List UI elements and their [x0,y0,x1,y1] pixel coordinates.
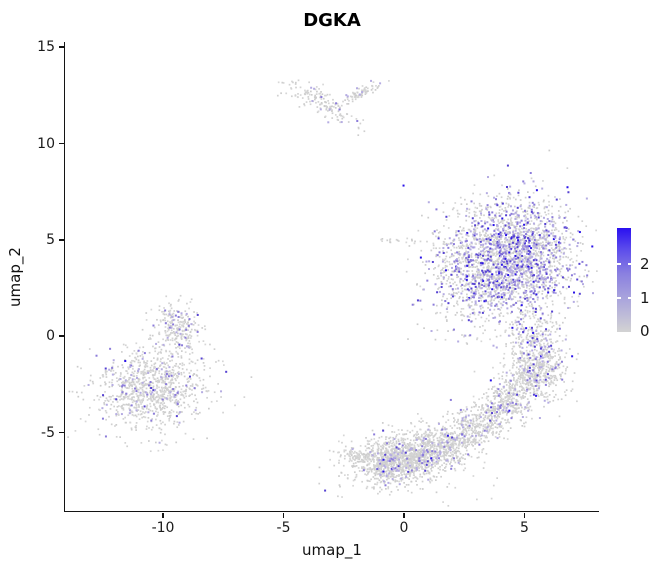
x-axis-line [63,510,599,513]
y-tick-label: -5 [41,424,55,441]
colorbar-label: 0 [640,322,650,340]
colorbar-label: 2 [640,255,650,273]
y-tick-mark [58,431,64,434]
y-tick-label: 5 [46,232,55,248]
y-tick-label: 15 [37,39,55,55]
x-tick-mark [403,512,405,518]
x-tick-label: 5 [520,520,529,536]
colorbar-label: 1 [640,289,650,307]
x-tick-label: -5 [276,520,291,536]
colorbar-tick-mark [617,297,621,299]
colorbar-tick-mark [627,263,631,265]
y-tick-label: 10 [37,135,55,152]
x-axis-title: umap_1 [302,541,362,559]
plot-title: DGKA [303,10,361,31]
colorbar-tick-mark [617,263,621,265]
x-tick-mark [523,512,526,518]
x-tick-label: -10 [151,520,175,536]
y-axis-line [63,42,66,512]
y-axis-title: umap_2 [6,247,24,307]
y-tick-label: 0 [46,328,55,344]
colorbar-tick-mark [627,297,631,299]
y-tick-mark [58,142,64,145]
y-tick-mark [58,335,64,337]
x-tick-label: 0 [399,520,409,536]
y-tick-mark [58,239,64,241]
x-tick-mark [282,512,285,518]
x-tick-mark [162,512,164,518]
expression-colorbar [617,228,631,332]
y-tick-mark [58,46,64,48]
